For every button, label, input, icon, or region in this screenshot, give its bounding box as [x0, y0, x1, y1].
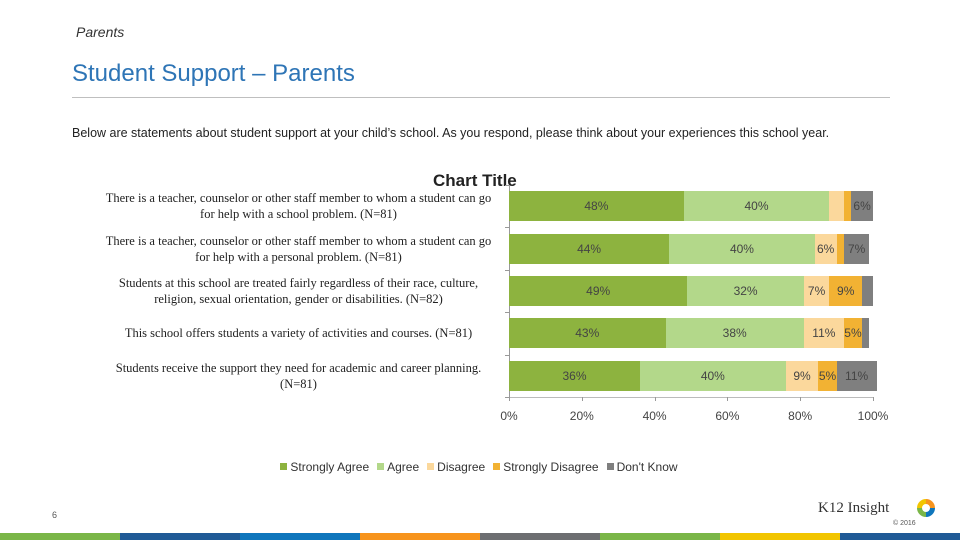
bar-segment	[509, 360, 641, 391]
value-label: 44%	[577, 241, 602, 256]
x-tick-label: 80%	[788, 409, 813, 423]
copyright: © 2016	[893, 520, 916, 527]
legend-label: Strongly Disagree	[503, 459, 599, 474]
category-tick	[505, 185, 509, 186]
category-label: There is a teacher, counselor or other s…	[105, 233, 492, 264]
x-tick-label: 20%	[569, 409, 594, 423]
slide-number: 6	[52, 510, 58, 520]
bar-segment	[829, 191, 844, 222]
logo-icon	[917, 499, 935, 517]
x-tick-mark	[581, 397, 583, 401]
x-tick-mark	[727, 397, 729, 401]
legend-item: Strongly Disagree	[493, 459, 599, 474]
value-label: 49%	[586, 284, 611, 298]
legend-swatch	[493, 463, 501, 470]
category-tick	[505, 397, 509, 398]
value-label: 5%	[818, 368, 837, 383]
category-tick	[505, 269, 509, 271]
value-label: 7%	[847, 241, 866, 256]
legend-swatch	[606, 463, 614, 470]
bar-segment	[509, 318, 666, 349]
value-label: 48%	[584, 199, 609, 214]
category-label: This school offers students a variety of…	[124, 326, 473, 341]
value-label: 11%	[845, 368, 869, 383]
x-tick-label: 0%	[500, 409, 518, 423]
bar-segment	[843, 191, 852, 222]
legend-label: Agree	[387, 459, 420, 474]
legend-item: Don't Know	[606, 459, 678, 474]
legend: Strongly Agree Agree Disagree Strongly Disa…	[0, 459, 960, 474]
title-rule	[72, 97, 890, 98]
x-axis-line	[509, 397, 873, 398]
value-label: 6%	[817, 241, 835, 256]
category-tick	[505, 312, 509, 314]
category-tick	[505, 354, 509, 356]
legend-item: Strongly Agree	[280, 460, 369, 474]
bar-segment	[836, 233, 844, 264]
bar-segment	[818, 360, 837, 391]
category-tick	[505, 227, 509, 229]
legend-label: Strongly Agree	[290, 459, 370, 474]
x-tick-label: 100%	[857, 409, 889, 423]
chart-title: Chart Title	[433, 171, 517, 190]
value-label: 6%	[853, 199, 871, 214]
bar-segment	[843, 318, 863, 349]
value-label: 40%	[700, 368, 725, 383]
bar-segment	[640, 360, 786, 391]
value-label: 40%	[729, 241, 754, 256]
x-tick-label: 40%	[642, 409, 667, 423]
legend-swatch	[280, 463, 288, 470]
value-label: 38%	[722, 326, 747, 341]
value-label: 5%	[844, 326, 862, 341]
value-label: 11%	[812, 326, 836, 341]
description: Below are statements about student suppo…	[72, 126, 830, 140]
bar-segment	[803, 318, 844, 349]
value-label: 9%	[793, 368, 811, 383]
bar-segment	[803, 276, 830, 306]
legend-swatch	[427, 463, 435, 470]
bar-segment	[814, 233, 837, 264]
bar-segment	[836, 360, 877, 391]
value-label: 9%	[837, 284, 855, 298]
legend-item: Agree	[377, 460, 419, 474]
bar-segment	[509, 233, 670, 264]
x-tick-mark	[873, 397, 874, 401]
bar-segment	[669, 233, 815, 264]
bar-segment	[683, 191, 830, 222]
bar-segment	[829, 276, 863, 306]
value-label: 36%	[562, 368, 587, 383]
value-label: 40%	[744, 199, 769, 214]
bar-segment	[509, 276, 688, 306]
x-tick-mark	[800, 397, 802, 401]
category-label: There is a teacher, counselor or other s…	[105, 191, 492, 222]
bar-segment	[851, 191, 873, 222]
legend-swatch	[377, 463, 385, 470]
category-label: Students receive the support they need f…	[115, 360, 482, 391]
bar-segment	[843, 233, 870, 264]
footer-strip	[0, 533, 960, 540]
category-label: Students at this school are treated fair…	[118, 276, 479, 306]
legend-item: Disagree	[427, 460, 485, 474]
x-tick-mark	[654, 397, 656, 401]
bar-segment	[665, 318, 804, 349]
section-label: Parents	[76, 24, 125, 40]
bar-segment	[862, 318, 870, 349]
value-label: 7%	[807, 284, 826, 298]
legend-label: Disagree	[437, 459, 486, 474]
slide-title: Student Support – Parents	[72, 60, 355, 87]
x-tick-label: 60%	[715, 409, 740, 423]
bar-segment	[785, 360, 819, 391]
value-label: 32%	[733, 284, 758, 298]
legend-label: Don't Know	[616, 459, 678, 474]
x-tick-mark	[509, 397, 510, 401]
bar-segment	[509, 191, 684, 222]
bar-segment	[687, 276, 804, 306]
logo-text: K12 Insight	[818, 500, 890, 516]
value-label: 43%	[575, 326, 600, 341]
bar-segment	[862, 276, 873, 306]
